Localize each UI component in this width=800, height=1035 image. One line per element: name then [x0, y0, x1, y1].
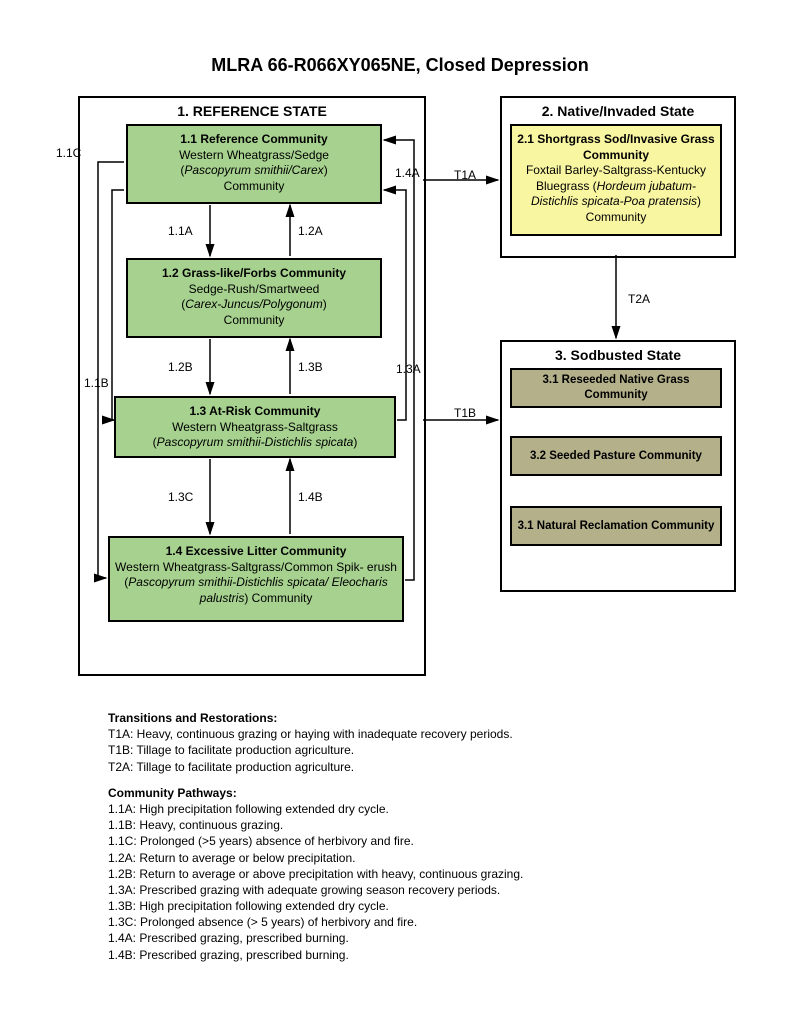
page: MLRA 66-R066XY065NE, Closed Depression 1…: [0, 0, 800, 1035]
c33-title: 3.1 Natural Reclamation Community: [518, 519, 715, 534]
label-t1a: T1A: [454, 168, 476, 182]
label-1-3c: 1.3C: [168, 490, 193, 504]
c12-title: 1.2 Grass-like/Forbs Community: [132, 266, 376, 282]
label-1-1c: 1.1C: [56, 146, 81, 160]
label-1-3a: 1.3A: [396, 362, 421, 376]
community-3-1: 3.1 Reseeded Native Grass Community: [510, 368, 722, 408]
legend-p13c: 1.3C: Prolonged absence (> 5 years) of h…: [108, 914, 728, 930]
c32-title: 3.2 Seeded Pasture Community: [530, 449, 702, 464]
legend-trans-hdr: Transitions and Restorations:: [108, 710, 728, 726]
community-3-2: 3.2 Seeded Pasture Community: [510, 436, 722, 476]
legend-t1b: T1B: Tillage to facilitate production ag…: [108, 742, 728, 758]
c14-body: Western Wheatgrass-Saltgrass/Common Spik…: [114, 560, 398, 607]
state-2-header: 2. Native/Invaded State: [502, 98, 734, 122]
legend-block: Transitions and Restorations: T1A: Heavy…: [108, 710, 728, 963]
legend-p13b: 1.3B: High precipitation following exten…: [108, 898, 728, 914]
c21-title: 2.1 Shortgrass Sod/Invasive Grass Commun…: [516, 132, 716, 163]
c12-line3: Community: [132, 313, 376, 329]
legend-p11a: 1.1A: High precipitation following exten…: [108, 801, 728, 817]
c21-body: Foxtail Barley-Saltgrass-Kentucky Bluegr…: [516, 163, 716, 225]
state-3-header: 3. Sodbusted State: [502, 342, 734, 366]
label-1-4b: 1.4B: [298, 490, 323, 504]
c11-line2: (Pascopyrum smithii/Carex): [132, 163, 376, 179]
label-1-2b: 1.2B: [168, 360, 193, 374]
c13-title: 1.3 At-Risk Community: [120, 404, 390, 420]
legend-p14a: 1.4A: Prescribed grazing, prescribed bur…: [108, 930, 728, 946]
community-1-1: 1.1 Reference Community Western Wheatgra…: [126, 124, 382, 204]
label-1-1b: 1.1B: [84, 376, 109, 390]
legend-p12a: 1.2A: Return to average or below precipi…: [108, 850, 728, 866]
page-title: MLRA 66-R066XY065NE, Closed Depression: [0, 55, 800, 76]
legend-p12b: 1.2B: Return to average or above precipi…: [108, 866, 728, 882]
legend-t2a: T2A: Tillage to facilitate production ag…: [108, 759, 728, 775]
c12-line2: (Carex-Juncus/Polygonum): [132, 297, 376, 313]
community-1-4: 1.4 Excessive Litter Community Western W…: [108, 536, 404, 622]
label-t1b: T1B: [454, 406, 476, 420]
community-1-2: 1.2 Grass-like/Forbs Community Sedge-Rus…: [126, 258, 382, 338]
community-3-3: 3.1 Natural Reclamation Community: [510, 506, 722, 546]
c11-line3: Community: [132, 179, 376, 195]
legend-t1a: T1A: Heavy, continuous grazing or haying…: [108, 726, 728, 742]
state-1-header: 1. REFERENCE STATE: [80, 98, 424, 122]
label-1-4a: 1.4A: [395, 166, 420, 180]
legend-p11b: 1.1B: Heavy, continuous grazing.: [108, 817, 728, 833]
legend-p11c: 1.1C: Prolonged (>5 years) absence of he…: [108, 833, 728, 849]
c13-line2: (Pascopyrum smithii-Distichlis spicata): [120, 435, 390, 451]
legend-path-hdr: Community Pathways:: [108, 785, 728, 801]
c11-line1: Western Wheatgrass/Sedge: [132, 148, 376, 164]
legend-p14b: 1.4B: Prescribed grazing, prescribed bur…: [108, 947, 728, 963]
legend-p13a: 1.3A: Prescribed grazing with adequate g…: [108, 882, 728, 898]
c14-title: 1.4 Excessive Litter Community: [114, 544, 398, 560]
c31-title: 3.1 Reseeded Native Grass Community: [516, 373, 716, 403]
label-1-3b: 1.3B: [298, 360, 323, 374]
community-1-3: 1.3 At-Risk Community Western Wheatgrass…: [114, 396, 396, 458]
c11-title: 1.1 Reference Community: [132, 132, 376, 148]
c13-line1: Western Wheatgrass-Saltgrass: [120, 420, 390, 436]
label-1-1a: 1.1A: [168, 224, 193, 238]
label-1-2a: 1.2A: [298, 224, 323, 238]
community-2-1: 2.1 Shortgrass Sod/Invasive Grass Commun…: [510, 124, 722, 236]
c12-line1: Sedge-Rush/Smartweed: [132, 282, 376, 298]
label-t2a: T2A: [628, 292, 650, 306]
